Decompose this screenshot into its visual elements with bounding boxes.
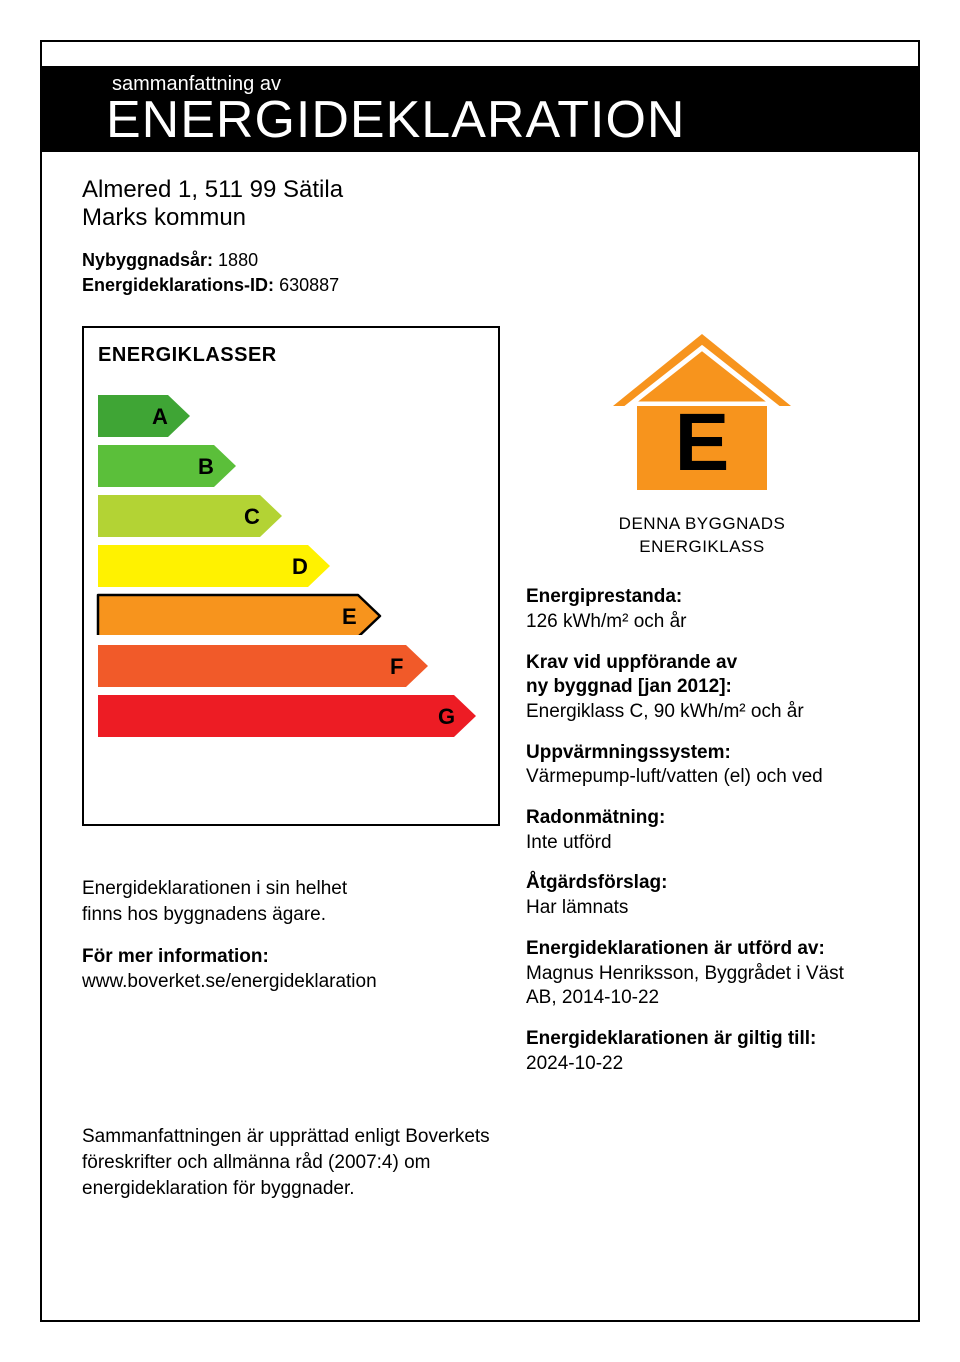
svg-text:E: E (675, 397, 730, 488)
energy-class-box: ENERGIKLASSER A B C D E F G (82, 326, 500, 826)
content: Almered 1, 511 99 Sätila Marks kommun Ny… (42, 152, 918, 1201)
energy-arrows: A B C D E F G (98, 395, 484, 739)
owner-note-line-1: Energideklarationen i sin helhet (82, 876, 500, 902)
info-radon-label: Radonmätning: (526, 806, 878, 831)
energy-arrow-f: F (98, 645, 484, 689)
more-info-label: För mer information: (82, 944, 500, 970)
house-icon-block: E DENNA BYGGNADS ENERGIKLASS (526, 330, 878, 559)
info-heating-label: Uppvärmningssystem: (526, 741, 878, 766)
info-valid-label: Energideklarationen är giltig till: (526, 1027, 878, 1052)
header-band: sammanfattning av ENERGIDEKLARATION (42, 66, 918, 152)
energy-arrow-a: A (98, 395, 484, 439)
arrow-shape (98, 695, 476, 737)
info-radon: Radonmätning: Inte utförd (526, 806, 878, 855)
energy-class-title: ENERGIKLASSER (98, 344, 484, 367)
house-icon: E (607, 330, 797, 500)
owner-note-line-2: finns hos byggnadens ägare. (82, 902, 500, 928)
arrow-label-b: B (198, 454, 214, 480)
info-heating-value: Värmepump-luft/vatten (el) och ved (526, 765, 878, 790)
address-line-2: Marks kommun (82, 204, 878, 232)
info-requirement-value: Energiklass C, 90 kWh/m² och år (526, 700, 878, 725)
owner-note: Energideklarationen i sin helhet finns h… (82, 876, 500, 927)
energy-arrow-d: D (98, 545, 484, 589)
left-notes: Energideklarationen i sin helhet finns h… (82, 876, 500, 995)
arrow-shape (96, 593, 382, 635)
meta-id-label: Energideklarations-ID: (82, 275, 274, 295)
info-by: Energideklarationen är utförd av: Magnus… (526, 937, 878, 1011)
meta-year-value: 1880 (218, 250, 258, 270)
info-by-label: Energideklarationen är utförd av: (526, 937, 878, 962)
info-radon-value: Inte utförd (526, 831, 878, 856)
arrow-label-g: G (438, 704, 455, 730)
columns: ENERGIKLASSER A B C D E F G Energideklaratione… (82, 326, 878, 1092)
info-action: Åtgärdsförslag: Har lämnats (526, 871, 878, 920)
arrow-label-f: F (390, 654, 403, 680)
info-valid: Energideklarationen är giltig till: 2024… (526, 1027, 878, 1076)
energy-arrow-c: C (98, 495, 484, 539)
address-line-1: Almered 1, 511 99 Sätila (82, 176, 878, 204)
house-caption-line-1: DENNA BYGGNADS (526, 513, 878, 536)
info-performance-label: Energiprestanda: (526, 585, 878, 610)
info-requirement: Krav vid uppförande av ny byggnad [jan 2… (526, 651, 878, 725)
info-performance-value: 126 kWh/m² och år (526, 610, 878, 635)
info-requirement-label-1: Krav vid uppförande av (526, 651, 878, 676)
header-title: ENERGIDEKLARATION (66, 94, 894, 146)
energy-arrow-g: G (98, 695, 484, 739)
info-requirement-label-2: ny byggnad [jan 2012]: (526, 675, 878, 700)
meta-id-value: 630887 (279, 275, 339, 295)
arrow-label-d: D (292, 554, 308, 580)
arrow-label-c: C (244, 504, 260, 530)
info-performance: Energiprestanda: 126 kWh/m² och år (526, 585, 878, 634)
energy-arrow-b: B (98, 445, 484, 489)
meta-block: Nybyggnadsår: 1880 Energideklarations-ID… (82, 248, 878, 298)
info-block: Energiprestanda: 126 kWh/m² och år Krav … (526, 585, 878, 1076)
house-caption: DENNA BYGGNADS ENERGIKLASS (526, 513, 878, 559)
meta-year-label: Nybyggnadsår: (82, 250, 213, 270)
house-caption-line-2: ENERGIKLASS (526, 536, 878, 559)
energy-arrow-e: E (98, 595, 484, 639)
more-info-value: www.boverket.se/energideklaration (82, 969, 500, 995)
info-action-label: Åtgärdsförslag: (526, 871, 878, 896)
arrow-label-a: A (152, 404, 168, 430)
info-action-value: Har lämnats (526, 896, 878, 921)
arrow-shape (98, 395, 190, 437)
footer-note: Sammanfattningen är upprättad enligt Bov… (82, 1124, 502, 1201)
meta-year: Nybyggnadsår: 1880 (82, 248, 878, 273)
arrow-shape (98, 445, 236, 487)
column-right: E DENNA BYGGNADS ENERGIKLASS Energiprest… (526, 326, 878, 1092)
arrow-label-e: E (342, 604, 357, 630)
column-left: ENERGIKLASSER A B C D E F G Energideklaratione… (82, 326, 500, 1092)
info-heating: Uppvärmningssystem: Värmepump-luft/vatte… (526, 741, 878, 790)
document-frame: sammanfattning av ENERGIDEKLARATION Alme… (40, 40, 920, 1322)
arrow-shape (98, 645, 428, 687)
meta-id: Energideklarations-ID: 630887 (82, 273, 878, 298)
info-by-value: Magnus Henriksson, Byggrådet i Väst AB, … (526, 962, 878, 1011)
more-info-note: För mer information: www.boverket.se/ene… (82, 944, 500, 995)
info-valid-value: 2024-10-22 (526, 1052, 878, 1077)
